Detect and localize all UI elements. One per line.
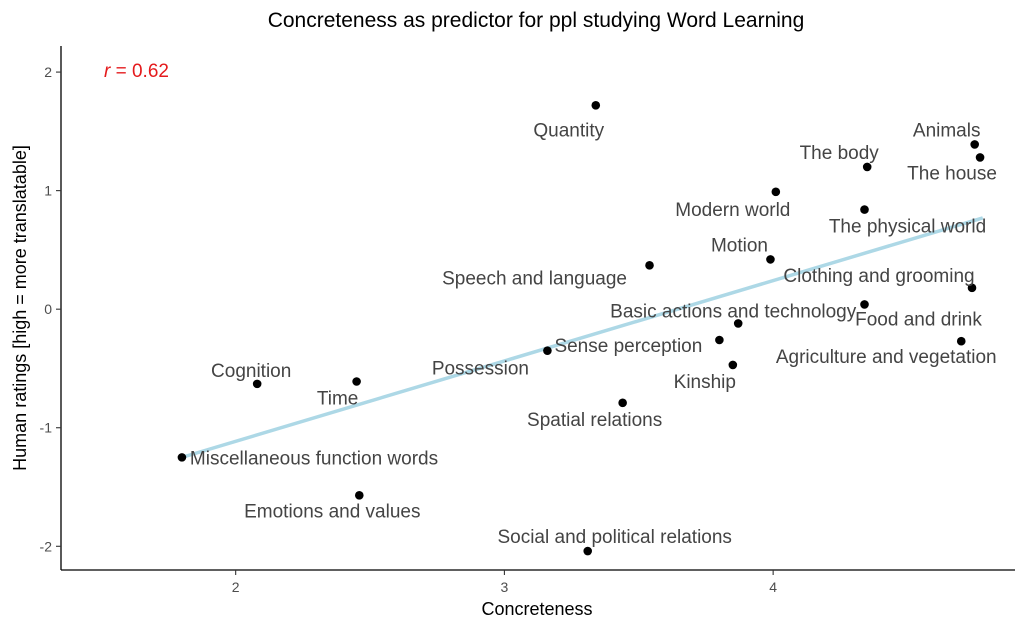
data-point: [543, 346, 552, 355]
data-point: [352, 377, 361, 386]
trend-line: [181, 216, 984, 460]
point-label: Cognition: [211, 361, 291, 382]
x-tick-label: 3: [501, 579, 509, 595]
y-tick-label: 0: [44, 301, 52, 317]
data-point: [583, 546, 593, 556]
data-point: [645, 261, 654, 270]
point-label: Food and drink: [855, 309, 982, 330]
data-point: [618, 398, 627, 408]
data-point: [860, 205, 869, 214]
point-label: Agriculture and vegetation: [776, 347, 997, 368]
data-point: [956, 336, 966, 346]
data-point: [967, 283, 977, 293]
point-label: The physical world: [829, 217, 986, 238]
data-point: [728, 360, 738, 370]
data-point: [177, 453, 187, 462]
data-point: [975, 153, 985, 162]
y-tick-label: -1: [40, 420, 53, 436]
data-point: [252, 379, 262, 389]
point-label: Basic actions and technology: [610, 301, 857, 322]
data-point: [715, 335, 724, 345]
y-tick-label: 2: [44, 64, 52, 80]
y-tick-label: -2: [40, 538, 53, 554]
data-point: [970, 140, 979, 149]
point-label: Time: [317, 389, 359, 410]
point-label: Sense perception: [554, 336, 702, 357]
data-point: [591, 100, 601, 110]
data-point: [766, 255, 775, 264]
point-label: Possession: [432, 359, 529, 380]
y-tick-label: 1: [44, 183, 52, 199]
data-point: [733, 319, 743, 328]
point-label: Modern world: [675, 200, 790, 221]
correlation-symbol: r: [104, 61, 111, 82]
x-axis-title: Concreteness: [481, 599, 592, 619]
point-label: Spatial relations: [527, 410, 662, 431]
x-tick-label: 4: [769, 579, 777, 595]
correlation-value: = 0.62: [110, 61, 169, 82]
data-point: [771, 187, 781, 197]
point-label: Emotions and values: [244, 501, 420, 522]
chart-title: Concreteness as predictor for ppl studyi…: [268, 9, 805, 32]
x-tick-label: 2: [232, 579, 240, 595]
point-label: Miscellaneous function words: [190, 448, 438, 469]
point-label: The house: [907, 163, 997, 184]
data-point: [354, 491, 364, 500]
point-label: Quantity: [533, 120, 604, 141]
point-label: Kinship: [674, 372, 736, 393]
plot-area: Quantity Animals The house The body Modern w…: [177, 100, 997, 556]
point-label: Motion: [711, 235, 768, 256]
point-label: The body: [800, 143, 880, 164]
x-ticks: 2 3 4: [232, 570, 777, 595]
point-label: Speech and language: [442, 268, 627, 289]
y-ticks: -2 -1 0 1 2: [40, 64, 61, 554]
point-label: Social and political relations: [497, 527, 731, 548]
data-point: [860, 300, 869, 309]
correlation-annotation: r = 0.62: [104, 61, 169, 82]
point-label: Animals: [913, 120, 981, 141]
y-axis-title: Human ratings [high = more translatable]: [10, 145, 30, 471]
data-point: [862, 162, 872, 172]
point-label: Clothing and grooming: [783, 266, 974, 287]
